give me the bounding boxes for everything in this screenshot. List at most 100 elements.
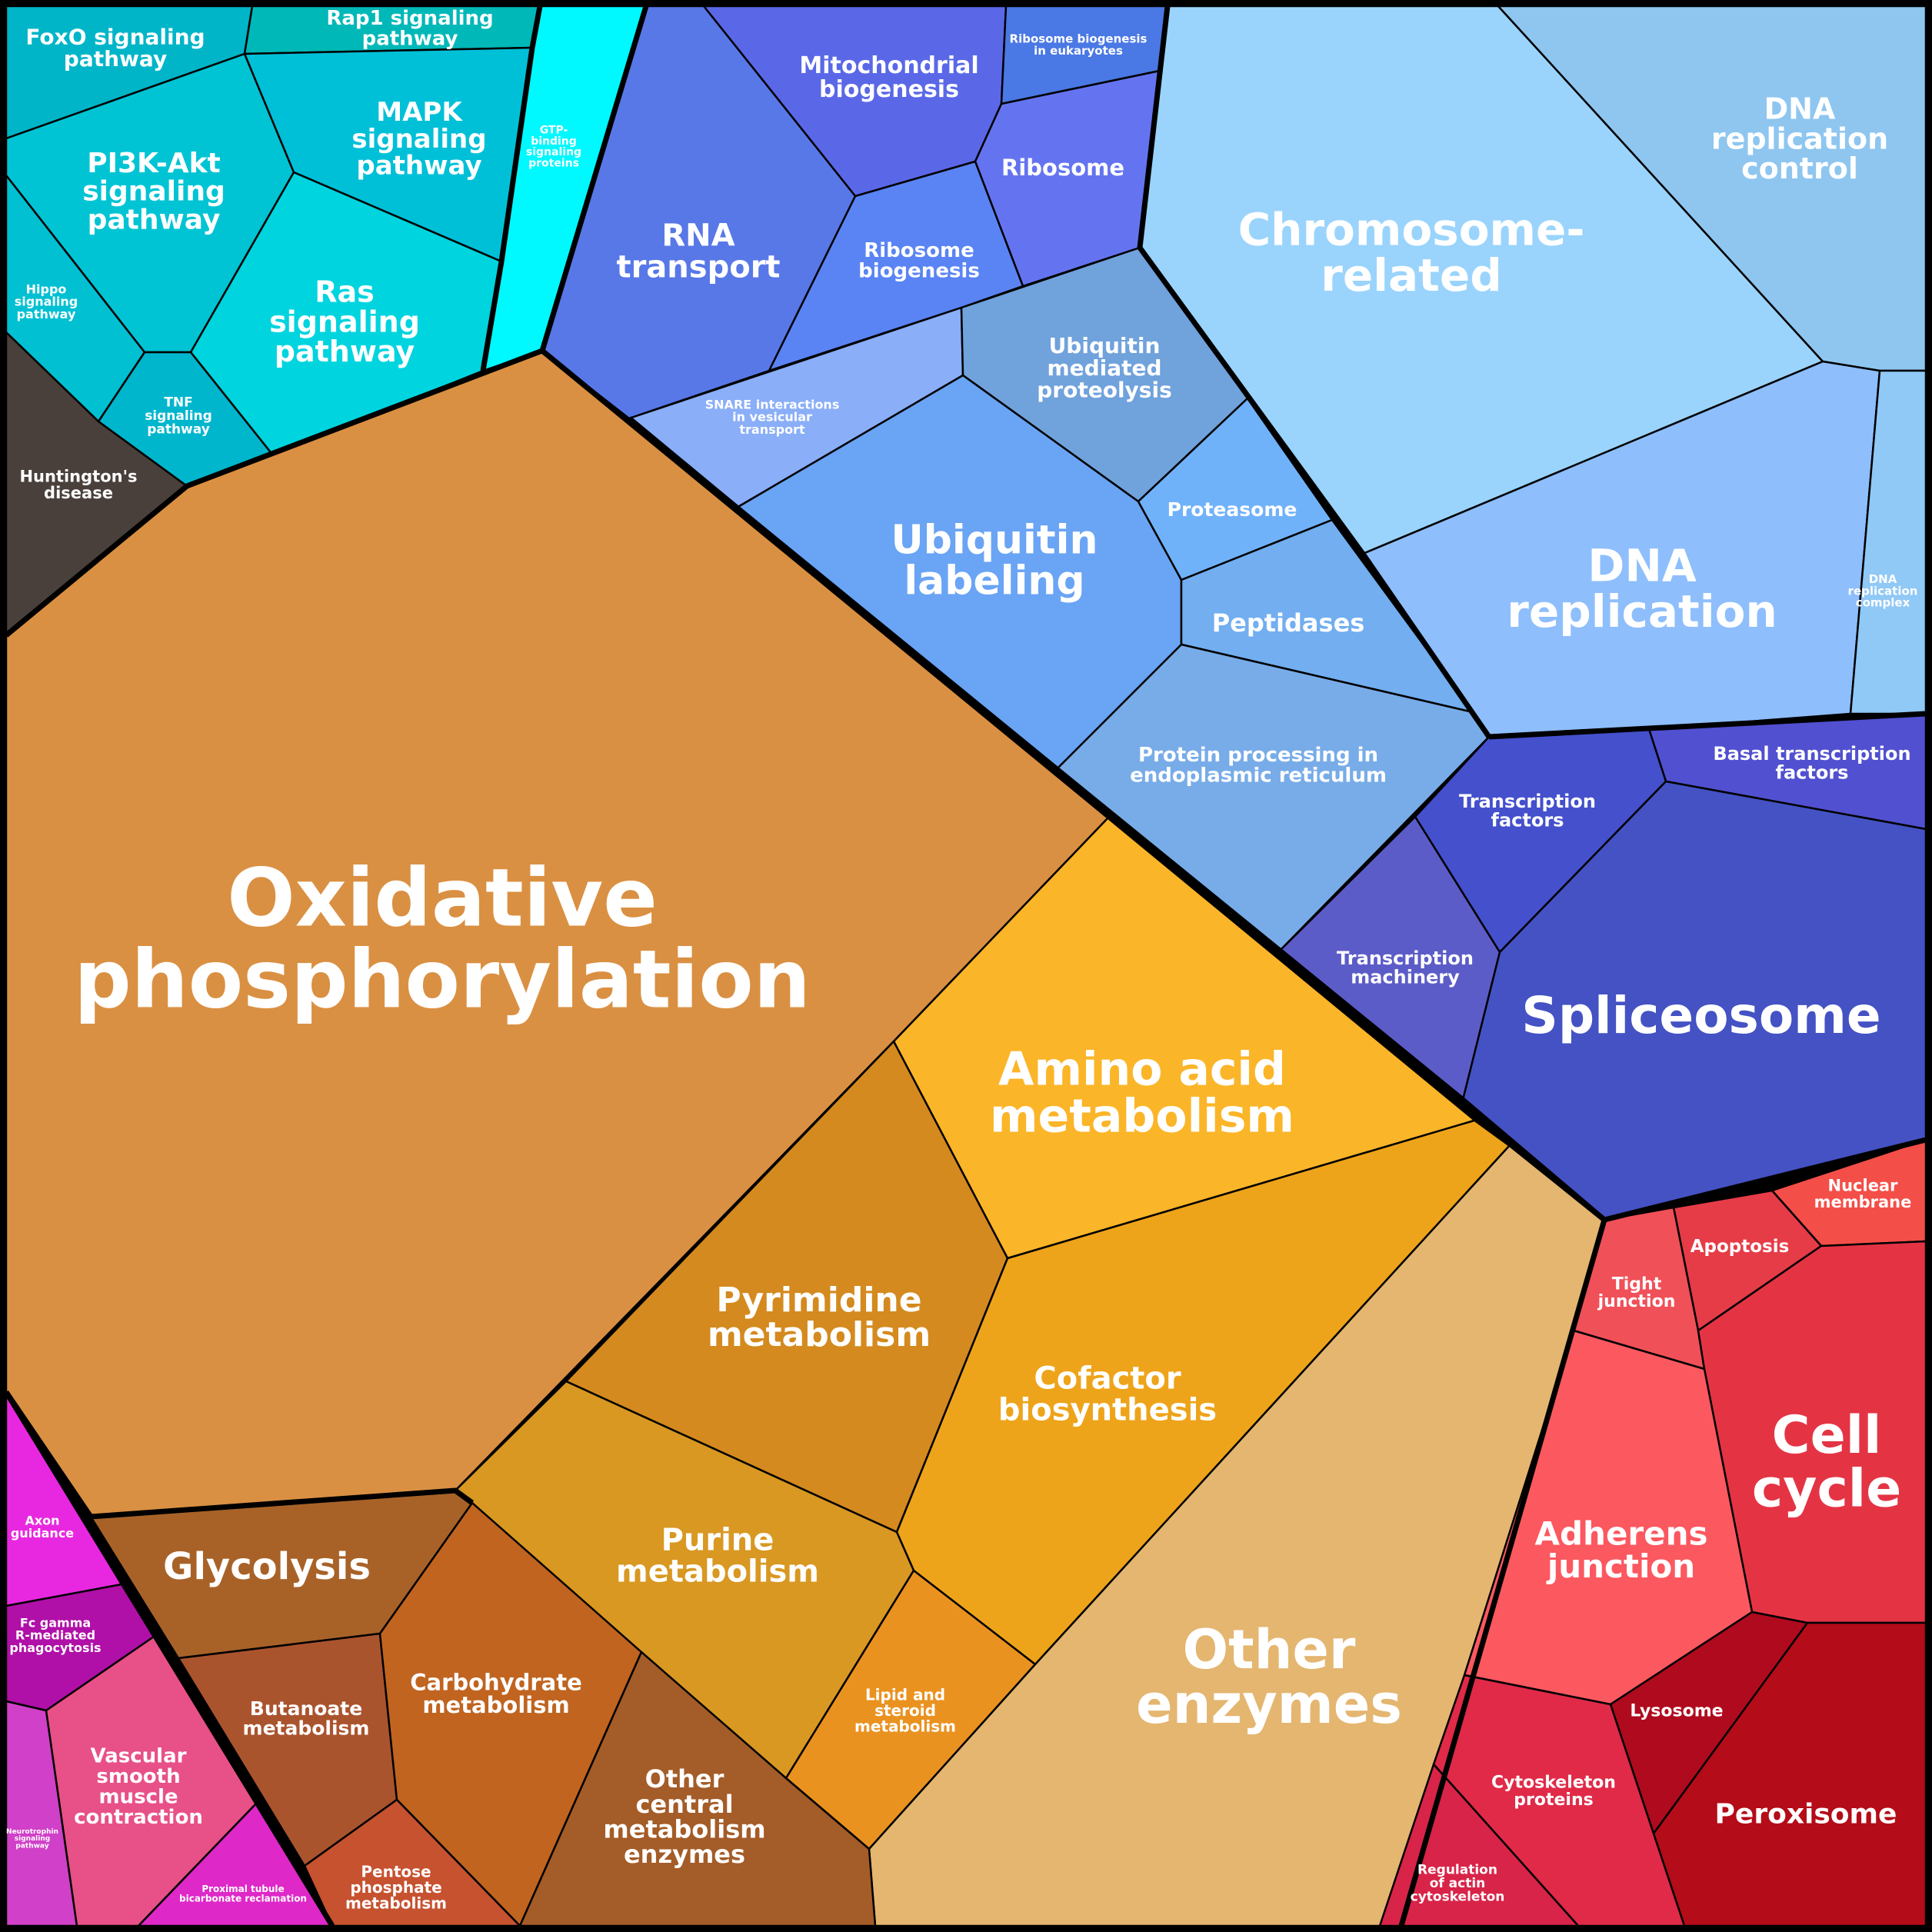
label-line: Axon	[25, 1513, 59, 1527]
label-line: replication	[1507, 585, 1777, 638]
label-line: signaling	[351, 124, 486, 155]
label-line: R-mediated	[15, 1628, 95, 1643]
label-axon: Axon guidance	[11, 1513, 74, 1540]
label-line: phagocytosis	[9, 1641, 101, 1655]
label-gtp: GTP-binding signaling proteins	[526, 124, 581, 169]
label-line: signaling	[15, 1835, 50, 1843]
group-border	[480, 5, 543, 371]
label-line: enzymes	[1136, 1673, 1402, 1736]
label-adherens: Adherens junction	[1534, 1514, 1707, 1585]
label-rap1: Rap1 signaling pathway	[326, 7, 493, 51]
label-chromosome: Chromosome-related	[1238, 204, 1585, 301]
label-line: Basal transcription	[1713, 743, 1910, 764]
label-line: TNF	[164, 395, 192, 411]
label-line: Pentose	[361, 1863, 431, 1881]
label-cofactor: Cofactor biosynthesis	[998, 1361, 1217, 1428]
group-border	[1398, 1219, 1607, 1927]
label-line: muscle	[98, 1785, 178, 1808]
label-er: Protein processing in endoplasmic reticul…	[1130, 744, 1387, 788]
label-line: Glycolysis	[163, 1545, 371, 1588]
label-rna: RNA transport	[616, 218, 780, 285]
label-line: Cytoskeleton	[1491, 1773, 1616, 1792]
label-pyrimidine: Pyrimidine metabolism	[708, 1281, 931, 1354]
label-line: PI3K-Akt	[87, 148, 221, 179]
label-line: Lipid and	[865, 1686, 945, 1704]
label-huntington: Huntington's disease	[19, 468, 137, 502]
label-line: Purine	[661, 1523, 774, 1558]
label-line: Adherens	[1534, 1514, 1707, 1552]
group-border	[1488, 711, 1927, 740]
label-line: in vesicular	[732, 410, 812, 425]
group-border	[1107, 814, 1607, 1222]
label-peroxisome: Peroxisome	[1715, 1799, 1897, 1830]
label-line: metabolism	[616, 1554, 819, 1589]
label-line: Lysosome	[1630, 1702, 1723, 1721]
label-purine: Purine metabolism	[616, 1523, 819, 1590]
label-line: cycle	[1752, 1458, 1901, 1519]
label-line: Proximal tubule	[202, 1884, 284, 1894]
label-lysosome: Lysosome	[1630, 1702, 1723, 1721]
label-line: factors	[1776, 762, 1849, 784]
label-line: Fc gamma	[20, 1615, 91, 1630]
label-line: disease	[44, 484, 113, 502]
label-line: Cofactor	[1034, 1361, 1181, 1397]
label-line: Other	[645, 1764, 724, 1794]
label-line: pathway	[147, 421, 210, 437]
label-line: Carbohydrate	[410, 1669, 582, 1695]
label-line: Transcription	[1337, 948, 1474, 969]
label-line: Chromosome-	[1238, 204, 1585, 256]
label-amino: Amino acid metabolism	[990, 1042, 1294, 1143]
label-peptidases: Peptidases	[1212, 608, 1365, 638]
label-tight: Tight junction	[1597, 1274, 1676, 1311]
label-line: machinery	[1351, 967, 1460, 988]
label-line: Regulation	[1417, 1863, 1497, 1878]
label-pentose: Pentose phosphate metabolism	[345, 1863, 447, 1913]
label-fcgamma: Fc gamma R-mediated phagocytosis	[9, 1615, 101, 1655]
label-line: Hippo	[26, 281, 67, 296]
label-line: Peptidases	[1212, 608, 1365, 638]
label-ribo_bio: Ribosome biogenesis	[858, 239, 980, 283]
label-line: metabolism	[990, 1090, 1294, 1144]
label-dna_rep: DNA replication	[1507, 540, 1777, 638]
label-line: transport	[616, 249, 780, 285]
group-border	[4, 5, 649, 638]
label-line: complex	[1856, 596, 1910, 610]
label-line: DNA	[1869, 572, 1897, 586]
label-line: contraction	[74, 1806, 203, 1829]
label-ubq_prot: Ubiquitin mediated proteolysis	[1037, 333, 1171, 402]
label-line: signaling	[82, 176, 225, 208]
label-line: cytoskeleton	[1411, 1889, 1505, 1904]
label-line: guidance	[11, 1526, 74, 1541]
label-line: replication	[1848, 584, 1918, 598]
label-nuclear: Nuclear membrane	[1814, 1177, 1912, 1211]
label-line: Mitochondrial	[799, 52, 978, 79]
label-line: Nuclear	[1828, 1177, 1899, 1195]
group-border	[4, 1391, 335, 1927]
label-tnf: TNF signaling pathway	[145, 395, 212, 438]
label-butanoate: Butanoate metabolism	[243, 1697, 370, 1740]
group-borders	[4, 5, 1927, 1927]
label-line: biosynthesis	[998, 1392, 1217, 1427]
label-line: DNA	[1587, 540, 1697, 592]
label-line: metabolism	[422, 1692, 569, 1718]
label-line: mediated	[1047, 355, 1161, 381]
group-border	[1137, 5, 1491, 738]
label-line: biogenesis	[819, 76, 959, 103]
label-apoptosis: Apoptosis	[1690, 1237, 1790, 1257]
label-line: enzymes	[624, 1840, 745, 1869]
label-spliceosome: Spliceosome	[1521, 986, 1880, 1045]
label-ubq_label: Ubiquitin labeling	[891, 518, 1098, 605]
group-border	[4, 1391, 475, 1520]
label-line: steroid	[874, 1701, 936, 1720]
label-other_central: Other central metabolism enzymes	[603, 1764, 765, 1869]
label-line: biogenesis	[858, 259, 980, 282]
label-proteasome: Proteasome	[1168, 498, 1297, 521]
label-line: Peroxisome	[1715, 1799, 1897, 1830]
label-hippo: Hippo signaling pathway	[15, 281, 78, 321]
label-line: Huntington's	[19, 468, 137, 486]
label-line: pathway	[362, 27, 458, 50]
label-line: endoplasmic reticulum	[1130, 764, 1387, 787]
label-line: phosphorylation	[74, 932, 811, 1026]
label-line: Ribosome	[864, 239, 974, 262]
